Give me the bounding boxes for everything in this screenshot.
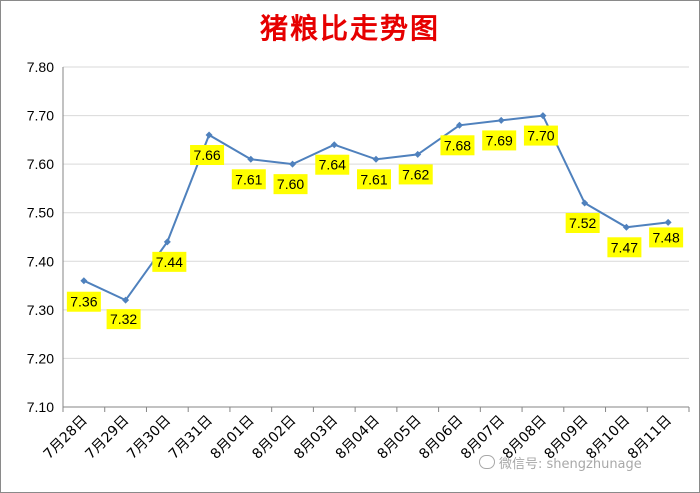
data-label-box [231,169,266,190]
data-label: 7.69 [486,132,513,148]
data-point [539,112,547,120]
data-point [455,121,463,129]
data-label: 7.47 [611,239,638,255]
data-label-box [649,227,684,248]
data-point [414,150,422,158]
y-tick-label: 7.10 [27,399,54,415]
data-point [80,277,88,285]
x-tick-label: 8月02日 [249,413,299,463]
data-label: 7.61 [360,171,387,187]
data-label: 7.64 [319,157,346,173]
data-point [330,141,338,149]
data-label-box [273,174,308,195]
data-point [205,131,213,139]
data-label: 7.62 [402,166,429,182]
data-label-box [106,309,141,330]
data-label-box [66,291,101,312]
x-tick-label: 7月31日 [166,413,216,463]
data-point [247,155,255,163]
data-point [372,155,380,163]
data-label: 7.66 [193,147,220,163]
watermark-text: 微信号: shengzhunage [499,457,642,472]
data-label: 7.68 [444,137,471,153]
data-label-box [190,145,225,165]
x-tick-label: 8月05日 [375,413,425,463]
data-label: 7.32 [110,311,137,327]
x-tick-label: 8月04日 [333,413,383,463]
x-tick-label: 7月30日 [124,413,174,463]
data-label: 7.44 [156,254,183,270]
y-tick-label: 7.20 [27,350,54,366]
x-tick-label: 7月28日 [41,413,91,463]
x-tick-label: 8月03日 [291,413,341,463]
data-label: 7.70 [527,128,554,144]
data-label: 7.52 [569,215,596,231]
x-tick-label: 8月01日 [208,413,258,463]
data-label: 7.60 [277,176,304,192]
data-label-box [440,135,475,156]
data-label-box [565,213,600,233]
data-label-box [357,169,391,190]
y-tick-label: 7.30 [27,302,54,318]
wechat-icon [479,455,495,469]
chart-title: 猪粮比走势图 [259,12,440,45]
data-point [497,116,505,124]
data-label-box [152,251,187,272]
data-point [122,296,130,304]
data-point [622,223,630,231]
data-label-box [607,237,642,258]
data-label: 7.36 [70,294,97,310]
data-label: 7.48 [653,229,680,245]
data-label: 7.61 [235,171,262,187]
data-label-box [315,154,350,175]
series-line [83,114,669,302]
data-label-box [398,164,433,185]
data-label-box [523,125,558,146]
x-tick-label: 7月29日 [82,413,132,463]
watermark: 微信号: shengzhunage [479,453,642,472]
data-point [581,199,589,207]
y-tick-label: 7.40 [27,253,54,269]
y-tick-label: 7.60 [27,156,54,172]
data-label-box [482,130,517,151]
data-point [163,238,171,246]
y-tick-label: 7.80 [27,59,54,75]
y-tick-label: 7.70 [27,108,54,124]
data-point [664,218,672,226]
data-point [289,160,297,168]
x-tick-label: 8月06日 [416,413,466,463]
y-tick-label: 7.50 [27,205,54,221]
